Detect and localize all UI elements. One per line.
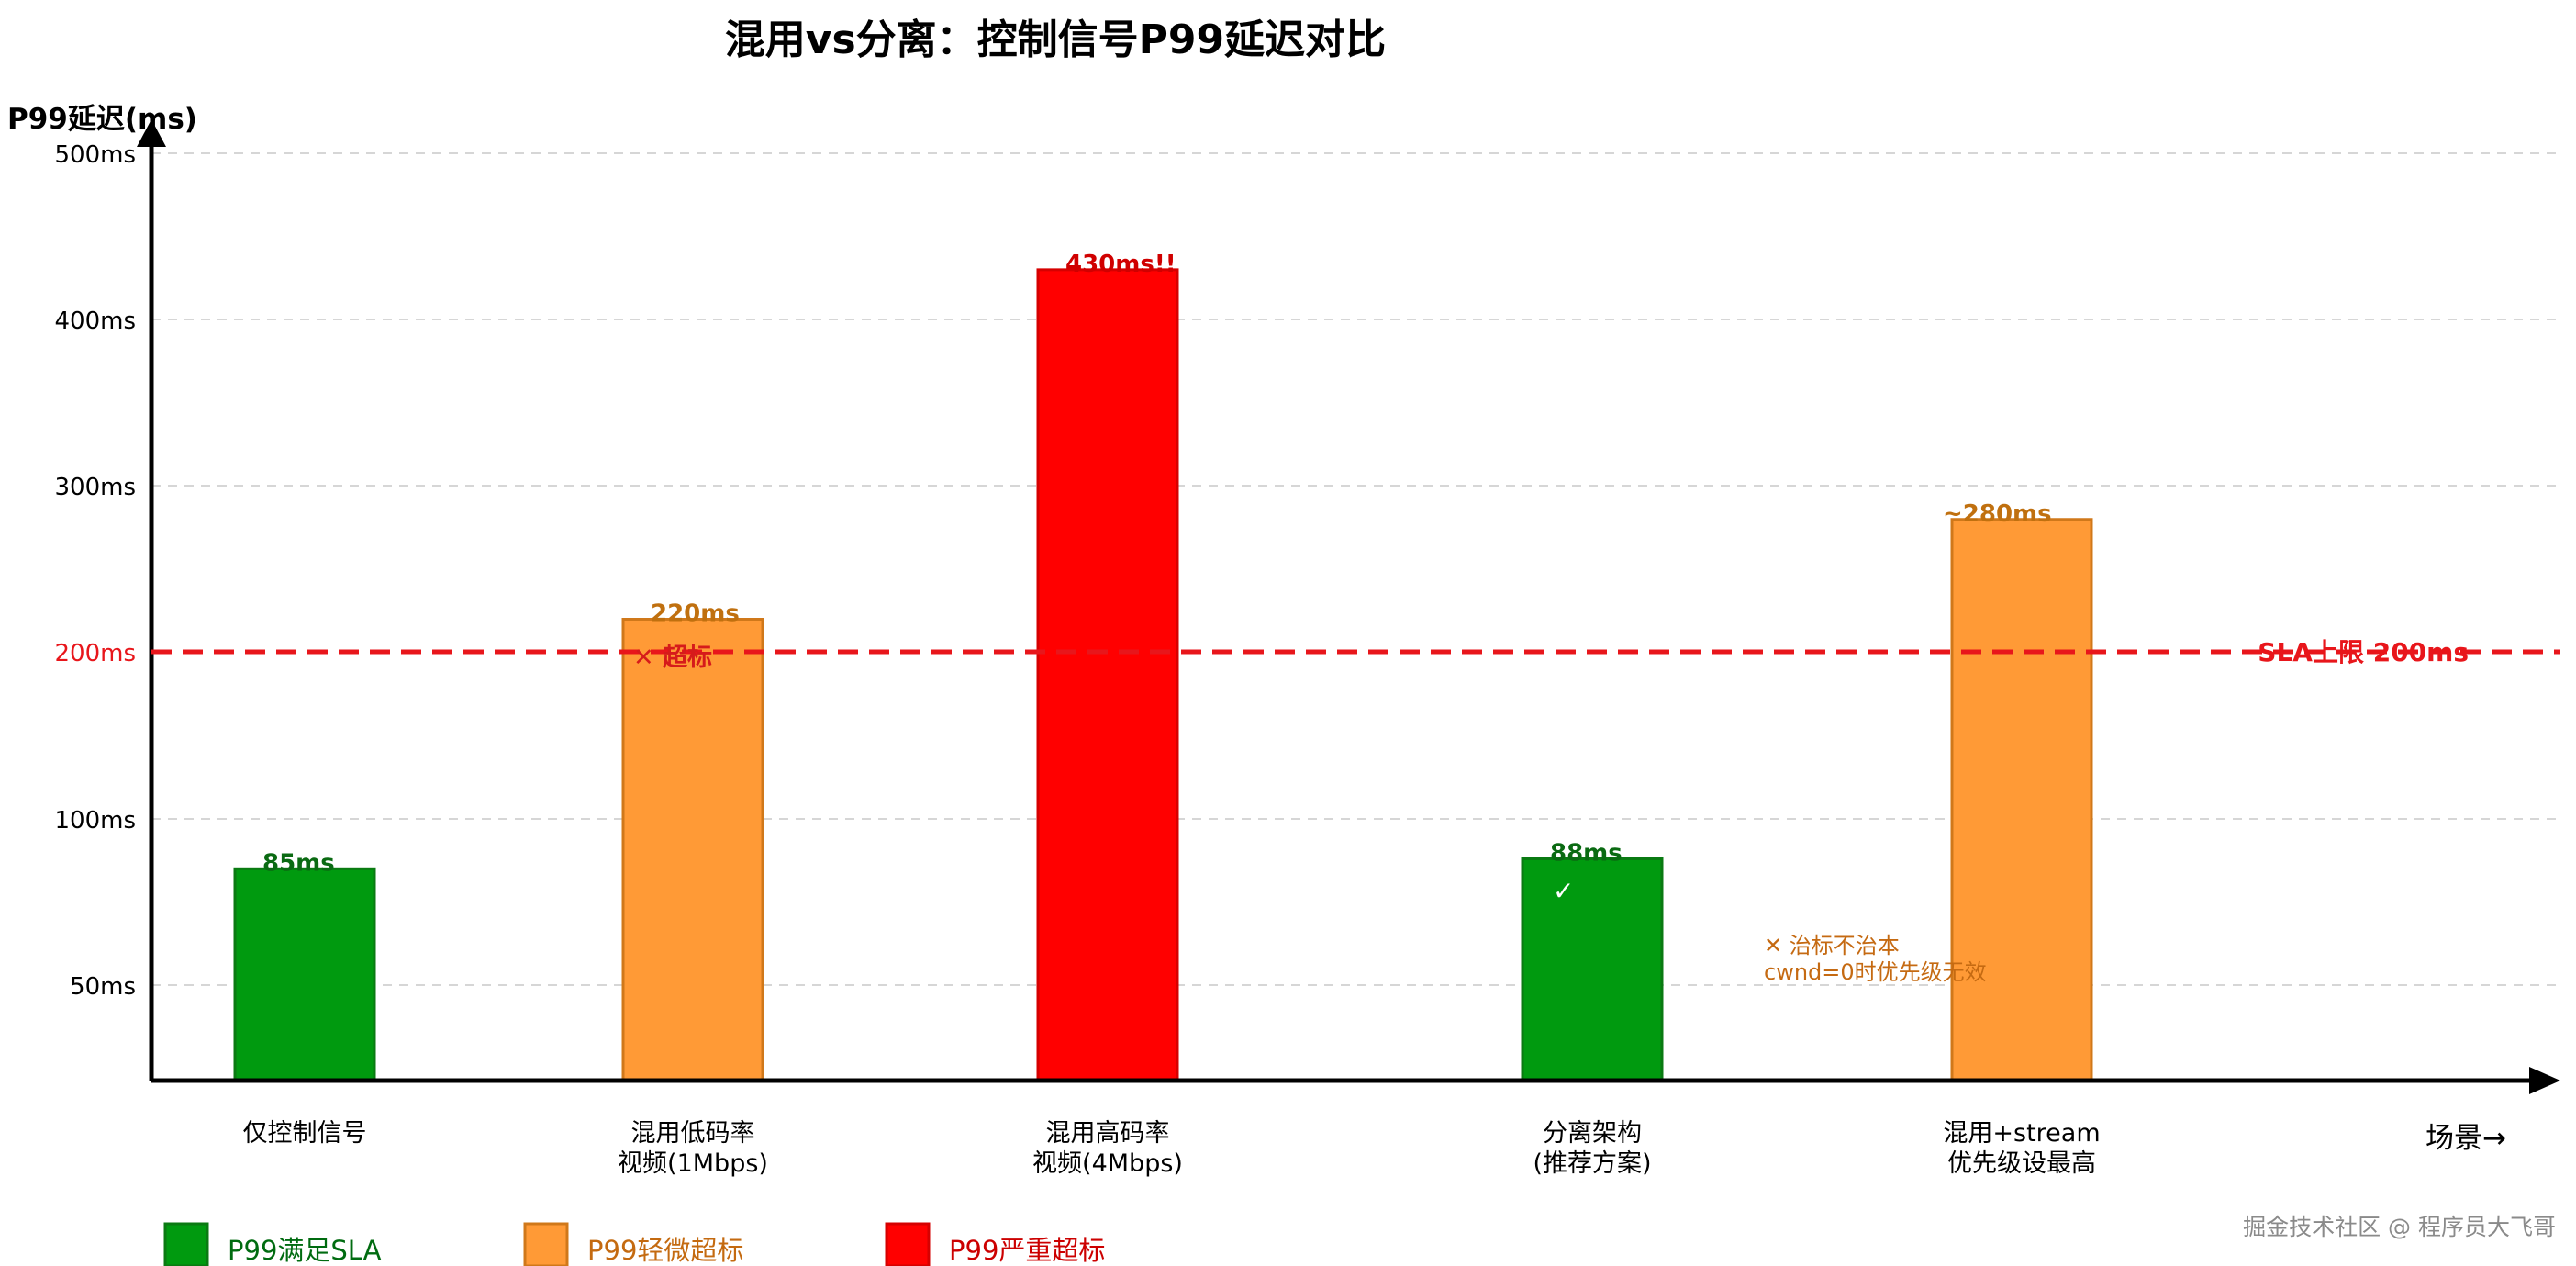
category-label-line: 混用高码率: [1046, 1119, 1170, 1148]
x-axis-arrow: [2529, 1067, 2560, 1094]
bar-value-label: ~280ms: [1943, 500, 2052, 528]
category-label-line: 视频(1Mbps): [618, 1149, 768, 1178]
bar-3: [1521, 857, 1664, 1082]
y-tick-label: 400ms: [55, 308, 137, 335]
exceed-annotation: ✕ 超标: [633, 644, 712, 672]
bars: [233, 268, 2093, 1082]
y-tick-labels: 50ms 100ms 200ms 300ms 400ms 500ms: [55, 141, 137, 1001]
legend-label: P99满足SLA: [228, 1235, 382, 1266]
category-label-line: (推荐方案): [1533, 1149, 1651, 1178]
sla-reference: SLA上限 200ms: [151, 637, 2560, 667]
grid-lines: [151, 152, 2560, 986]
sla-line-label: SLA上限 200ms: [2258, 637, 2469, 667]
bar-2: [1036, 268, 1179, 1082]
category-label-line: 优先级设最高: [1947, 1149, 2096, 1178]
stream-priority-annotation-line: ✕ 治标不治本: [1764, 933, 1900, 958]
x-axis-title: 场景→: [2425, 1122, 2506, 1155]
bar-value-labels: 85ms 220ms 430ms!! 88ms ~280ms: [262, 251, 2052, 877]
axes: [137, 119, 2560, 1094]
category-label-line: 混用低码率: [631, 1119, 755, 1148]
y-tick-label: 50ms: [70, 973, 136, 1001]
legend-swatch: [523, 1222, 569, 1266]
bar-value-label: 85ms: [262, 849, 335, 877]
check-annotation: ✓: [1553, 876, 1574, 906]
bar-value-label: 430ms!!: [1065, 251, 1176, 278]
bar-0: [233, 867, 376, 1082]
bar-1: [621, 618, 764, 1082]
y-tick-label: 300ms: [55, 474, 137, 501]
category-label-line: 混用+stream: [1943, 1119, 2100, 1148]
y-tick-label: 100ms: [55, 807, 137, 835]
y-tick-label: 500ms: [55, 141, 137, 169]
y-tick-label: 200ms: [55, 640, 137, 667]
bar-value-label: 220ms: [651, 600, 740, 628]
legend-swatch: [163, 1222, 209, 1266]
bar-4: [1950, 518, 2093, 1082]
category-label-line: 视频(4Mbps): [1032, 1149, 1183, 1178]
category-label-line: 分离架构: [1543, 1119, 1642, 1148]
chart-title: 混用vs分离：控制信号P99延迟对比: [725, 17, 1386, 63]
legend-label: P99轻微超标: [587, 1235, 743, 1266]
stream-priority-annotation-line: cwnd=0时优先级无效: [1764, 959, 1987, 985]
legend-label: P99严重超标: [949, 1235, 1105, 1266]
bar-value-label: 88ms: [1550, 839, 1623, 867]
legend-swatch: [885, 1222, 931, 1266]
watermark-text: 掘金技术社区 @ 程序员大飞哥: [2243, 1214, 2556, 1240]
y-axis-arrow: [137, 119, 166, 147]
category-label-line: 仅控制信号: [243, 1119, 367, 1148]
legend: P99满足SLA P99轻微超标 P99严重超标: [163, 1222, 1105, 1266]
y-axis-title: P99延迟(ms): [7, 103, 197, 136]
